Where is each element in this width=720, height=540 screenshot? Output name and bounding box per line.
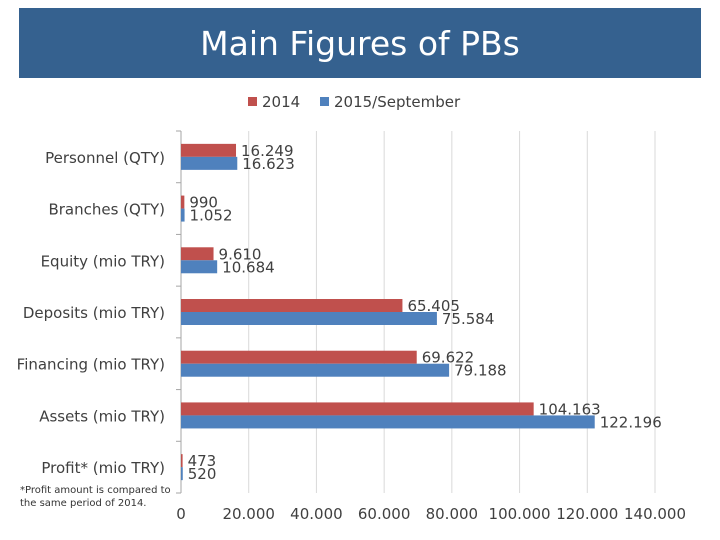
bar-2014: [181, 350, 417, 364]
bar-2015-september: [181, 467, 183, 481]
data-label: 75.584: [442, 310, 495, 328]
x-tick-label: 140.000: [624, 505, 686, 523]
bar-2015-september: [181, 415, 595, 429]
legend-swatch: [320, 97, 329, 106]
category-label: Assets (mio TRY): [39, 407, 165, 425]
bar-2014: [181, 247, 214, 261]
x-tick-label: 100.000: [489, 505, 551, 523]
x-tick-label: 40.000: [290, 505, 343, 523]
page-title: Main Figures of PBs: [200, 23, 520, 63]
bar-2014: [181, 299, 403, 312]
category-label: Personnel (QTY): [45, 149, 165, 167]
data-label: 122.196: [600, 413, 662, 431]
bar-2015-september: [181, 312, 437, 325]
x-tick-label: 120.000: [556, 505, 618, 523]
category-label: Equity (mio TRY): [41, 252, 165, 270]
legend-swatch: [248, 97, 257, 106]
x-tick-label: 20.000: [222, 505, 275, 523]
data-label: 104.163: [539, 400, 601, 418]
data-label: 990: [189, 194, 218, 212]
x-tick-label: 80.000: [426, 505, 479, 523]
bar-2015-september: [181, 156, 238, 170]
bar-2014: [181, 195, 185, 209]
category-label: Financing (mio TRY): [17, 356, 165, 374]
bar-2015-september: [181, 208, 185, 222]
data-label: 65.405: [407, 297, 460, 315]
bar-2014: [181, 402, 534, 416]
title-bar: Main Figures of PBs: [19, 8, 701, 78]
category-label: Branches (QTY): [48, 201, 165, 219]
data-label: 520: [188, 465, 217, 483]
legend-label: 2015/September: [334, 93, 461, 111]
bar-2014: [181, 143, 237, 157]
legend-label: 2014: [262, 93, 300, 111]
data-label: 1.052: [190, 207, 233, 225]
data-label: 16.249: [241, 142, 294, 160]
bar-2015-september: [181, 363, 450, 377]
data-label: 473: [188, 452, 217, 470]
footnote: *Profit amount is compared to the same p…: [20, 485, 171, 509]
bar-2015-september: [181, 260, 218, 274]
data-label: 16.623: [242, 155, 295, 173]
data-label: 9.610: [219, 245, 262, 263]
x-tick-label: 60.000: [358, 505, 411, 523]
data-label: 69.622: [422, 349, 475, 367]
data-label: 79.188: [454, 362, 507, 380]
category-label: Deposits (mio TRY): [23, 304, 165, 322]
x-tick-label: 0: [176, 505, 186, 523]
bar-2014: [181, 454, 183, 468]
category-label: Profit* (mio TRY): [41, 459, 165, 477]
data-label: 10.684: [222, 258, 275, 276]
